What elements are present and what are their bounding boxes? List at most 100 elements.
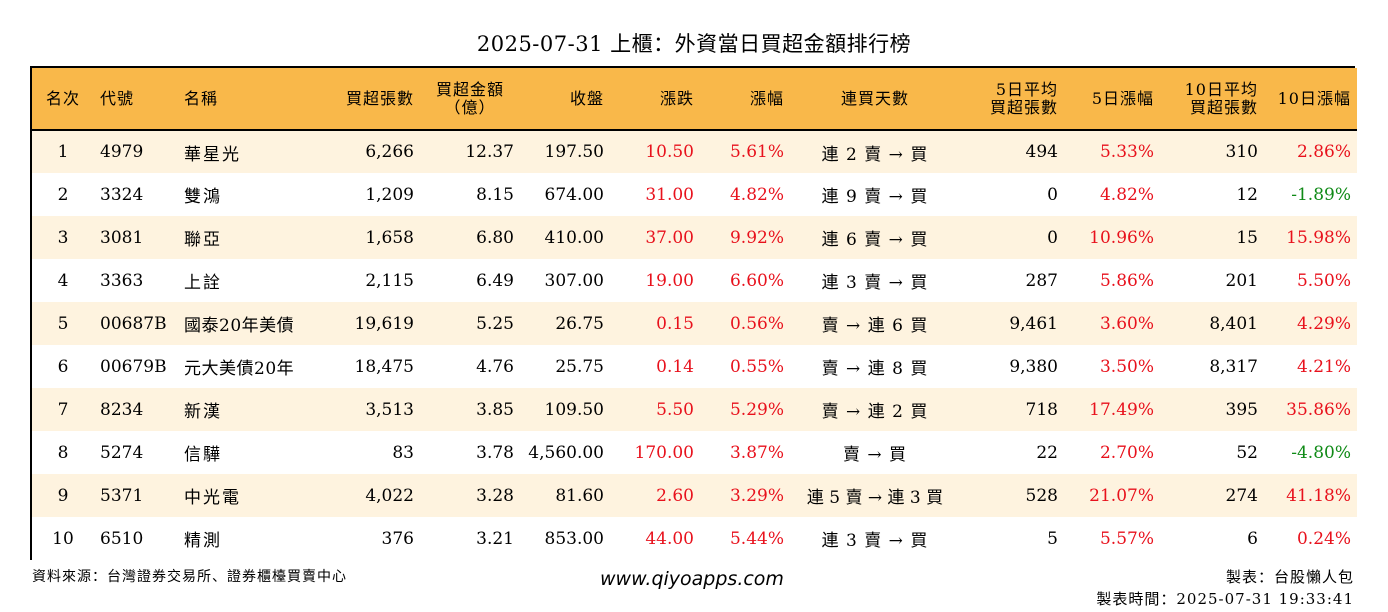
cell-change: 10.50: [645, 142, 694, 162]
cell-avg5: 9,461: [1009, 313, 1058, 334]
header-pct5: 5日漲幅: [1064, 68, 1160, 131]
cell-pct5: 3.50%: [1099, 356, 1154, 377]
cell-amount: 3.28: [476, 485, 514, 506]
cell-amount: 3.85: [476, 399, 514, 420]
cell-avg5: 22: [1036, 442, 1058, 463]
cell-avg10: 6: [1247, 528, 1258, 549]
cell-amount: 4.76: [476, 356, 514, 377]
cell-code: 3363: [100, 270, 144, 291]
cell-pct10: -1.89%: [1291, 184, 1351, 205]
made-time: 製表時間：2025-07-31 19:33:41: [1096, 590, 1354, 608]
cell-code: 3081: [100, 227, 144, 248]
header-avg5: 5日平均 買超張數: [960, 68, 1064, 131]
cell-close: 25.75: [555, 356, 604, 377]
cell-days: 連 6 賣 → 買: [821, 230, 929, 250]
cell-rank: 5: [57, 313, 69, 334]
table-header: 名次 代號 名稱 買超張數 買超金額 （億） 收盤 漲跌 漲幅 連買天數 5日平…: [32, 68, 1357, 131]
cell-change: 5.50: [656, 399, 694, 420]
cell-name: 上詮: [184, 273, 222, 293]
cell-days: 賣 → 買: [842, 445, 908, 465]
table-maker: 製表：台股懶人包: [1225, 568, 1354, 586]
table-row: 4 3363 上詮 2,115 6.49 307.00 19.00 6.60% …: [32, 259, 1357, 302]
cell-close: 307.00: [544, 270, 604, 291]
table-row: 1 4979 華星光 6,266 12.37 197.50 10.50 5.61…: [32, 130, 1357, 173]
table-body: 1 4979 華星光 6,266 12.37 197.50 10.50 5.61…: [32, 130, 1357, 560]
cell-avg10: 201: [1225, 270, 1258, 291]
cell-avg5: 5: [1047, 528, 1058, 549]
cell-code: 3324: [100, 184, 144, 205]
cell-rank: 1: [57, 142, 69, 162]
cell-pct10: 4.29%: [1296, 313, 1351, 334]
cell-avg10: 8,317: [1209, 356, 1258, 377]
cell-lots: 6,266: [365, 142, 414, 162]
cell-name: 雙鴻: [184, 187, 222, 207]
cell-days: 賣 → 連 6 買: [821, 316, 929, 336]
cell-days: 連 3 賣 → 買: [821, 531, 929, 551]
cell-pct10: 0.24%: [1296, 528, 1351, 549]
cell-amount: 3.21: [476, 528, 514, 549]
header-avg5-line2: 買超張數: [989, 97, 1058, 117]
cell-avg10: 310: [1225, 142, 1258, 162]
cell-avg10: 12: [1236, 184, 1258, 205]
cell-days: 賣 → 連 8 買: [821, 359, 929, 379]
cell-avg5: 494: [1025, 142, 1058, 162]
cell-pct10: -4.80%: [1291, 442, 1351, 463]
cell-pct10: 2.86%: [1296, 142, 1351, 162]
cell-pct5: 10.96%: [1089, 227, 1154, 248]
cell-pct10: 15.98%: [1286, 227, 1351, 248]
cell-pct5: 21.07%: [1089, 485, 1154, 506]
header-net-buy-amount: 買超金額 （億）: [420, 68, 520, 131]
cell-change-pct: 0.56%: [729, 313, 784, 334]
cell-pct5: 5.86%: [1099, 270, 1154, 291]
cell-amount: 6.80: [476, 227, 514, 248]
cell-lots: 1,658: [365, 227, 414, 248]
cell-pct10: 41.18%: [1286, 485, 1351, 506]
ranking-table-container: 名次 代號 名稱 買超張數 買超金額 （億） 收盤 漲跌 漲幅 連買天數 5日平…: [30, 66, 1357, 560]
cell-change: 31.00: [645, 184, 694, 205]
cell-rank: 7: [57, 399, 69, 420]
table-row: 2 3324 雙鴻 1,209 8.15 674.00 31.00 4.82% …: [32, 173, 1357, 216]
table-row: 9 5371 中光電 4,022 3.28 81.60 2.60 3.29% 連…: [32, 474, 1357, 517]
cell-pct5: 5.57%: [1099, 528, 1154, 549]
cell-avg10: 395: [1225, 399, 1258, 420]
cell-change: 0.14: [656, 356, 694, 377]
cell-days: 連 9 賣 → 買: [821, 187, 929, 207]
cell-change: 19.00: [645, 270, 694, 291]
cell-change-pct: 5.29%: [729, 399, 784, 420]
cell-avg5: 528: [1025, 485, 1058, 506]
cell-close: 674.00: [544, 184, 604, 205]
cell-avg10: 52: [1236, 442, 1258, 463]
cell-rank: 4: [57, 270, 69, 291]
cell-change-pct: 5.44%: [729, 528, 784, 549]
cell-name: 聯亞: [184, 230, 222, 250]
header-code: 代號: [94, 68, 178, 131]
cell-avg5: 0: [1047, 227, 1058, 248]
cell-close: 81.60: [555, 485, 604, 506]
cell-lots: 18,475: [354, 356, 414, 377]
cell-avg10: 8,401: [1209, 313, 1258, 334]
cell-lots: 83: [392, 442, 414, 463]
cell-change: 37.00: [645, 227, 694, 248]
cell-code: 6510: [100, 528, 144, 549]
cell-lots: 3,513: [365, 399, 414, 420]
header-net-buy-amount-line2: （億）: [444, 97, 496, 117]
cell-days: 連 5 賣 → 連 3 買: [806, 488, 944, 508]
cell-avg10: 274: [1225, 485, 1258, 506]
header-avg10-line2: 買超張數: [1189, 97, 1258, 117]
header-rank: 名次: [32, 68, 94, 131]
header-pct10: 10日漲幅: [1264, 68, 1357, 131]
cell-lots: 2,115: [365, 270, 414, 291]
cell-close: 26.75: [555, 313, 604, 334]
cell-rank: 10: [52, 528, 74, 549]
cell-amount: 3.78: [476, 442, 514, 463]
cell-name: 新漢: [184, 402, 222, 422]
cell-days: 連 3 賣 → 買: [821, 273, 929, 293]
cell-change: 2.60: [656, 485, 694, 506]
website-link[interactable]: www.qiyoapps.com: [600, 568, 784, 590]
cell-pct10: 5.50%: [1296, 270, 1351, 291]
cell-pct5: 17.49%: [1089, 399, 1154, 420]
cell-days: 連 2 賣 → 買: [821, 144, 929, 165]
header-change: 漲跌: [610, 68, 700, 131]
cell-change-pct: 3.29%: [729, 485, 784, 506]
cell-change-pct: 4.82%: [729, 184, 784, 205]
